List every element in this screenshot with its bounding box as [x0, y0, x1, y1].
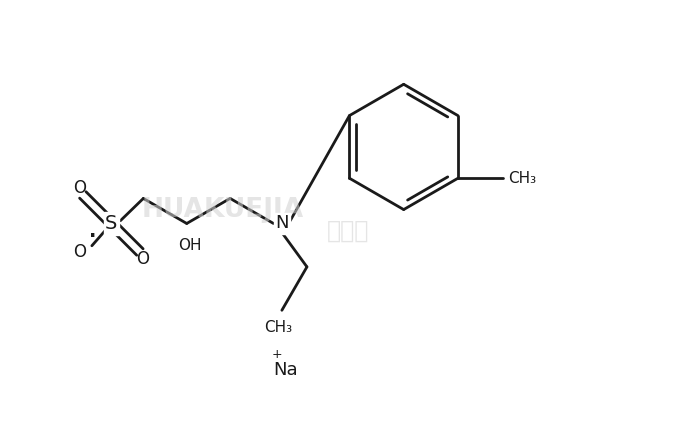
Text: O: O — [136, 250, 149, 268]
Text: N: N — [275, 214, 289, 232]
Text: CH₃: CH₃ — [264, 320, 292, 335]
Text: ·: · — [89, 227, 96, 246]
Text: Na: Na — [273, 361, 298, 379]
Text: O: O — [74, 243, 86, 261]
Text: S: S — [105, 214, 118, 233]
Text: OH: OH — [178, 238, 202, 253]
Text: HUAKUEJIA: HUAKUEJIA — [142, 197, 303, 223]
Text: 化学加: 化学加 — [327, 218, 369, 242]
Text: +: + — [271, 348, 283, 361]
Text: O: O — [74, 179, 86, 197]
Text: CH₃: CH₃ — [509, 171, 537, 186]
